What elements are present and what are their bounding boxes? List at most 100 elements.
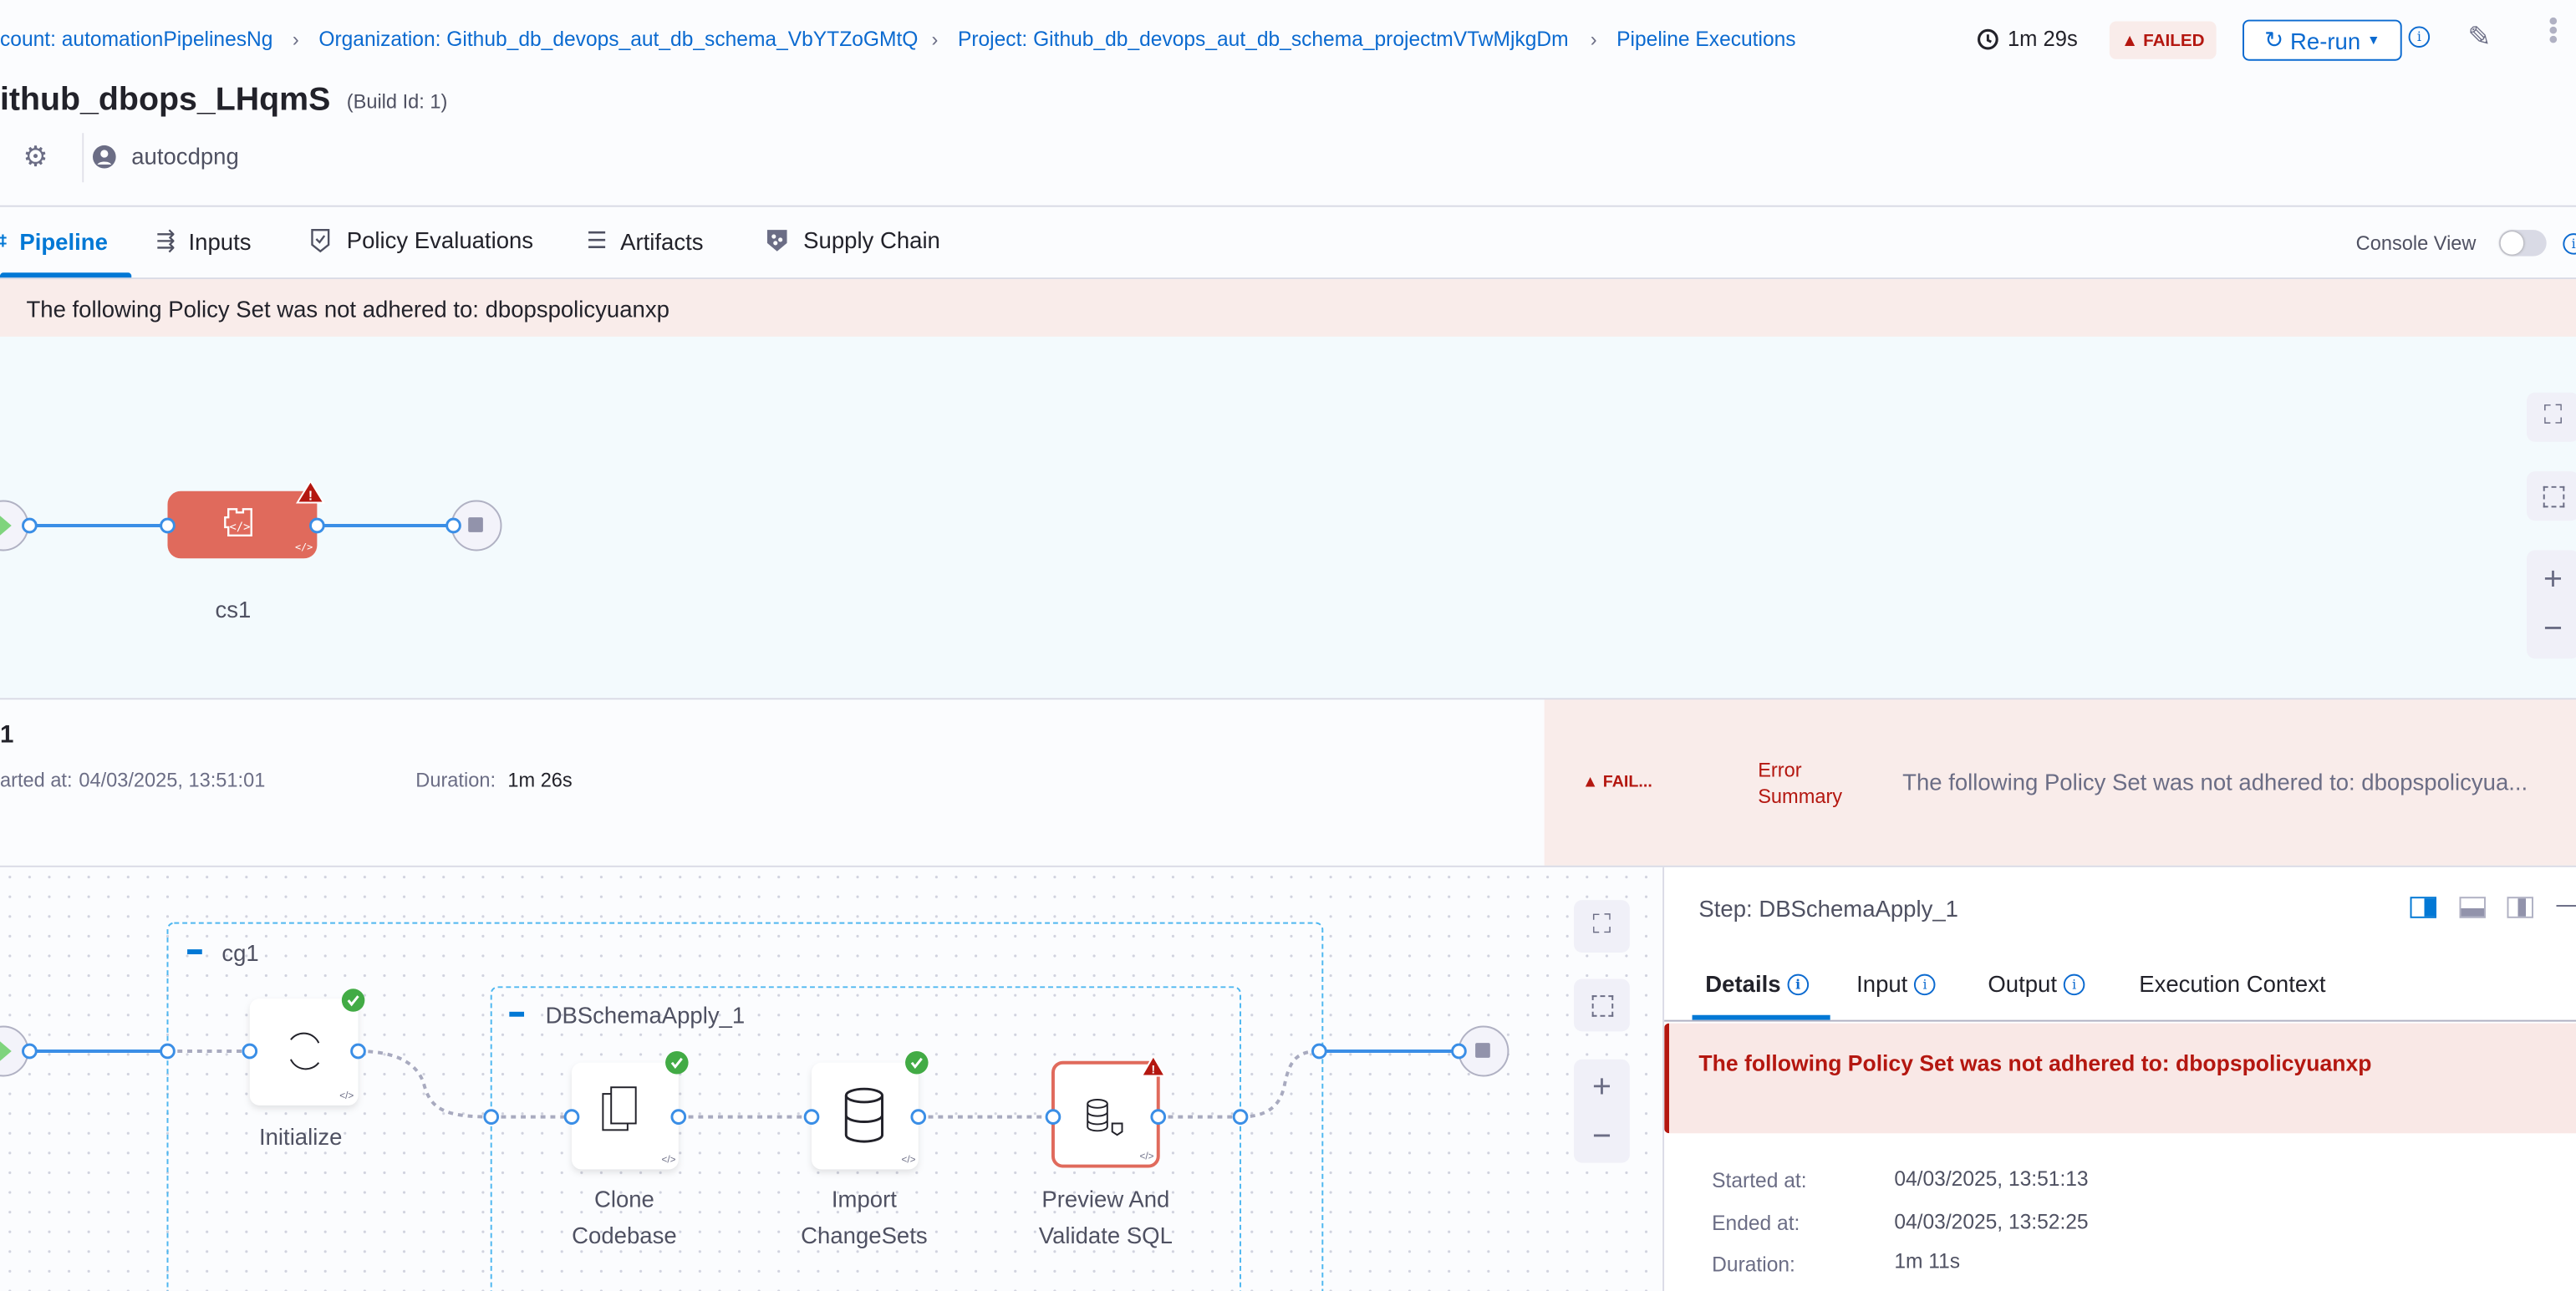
divider [82,133,84,183]
duration-label: Duration: [1712,1253,1795,1277]
tab-pipeline[interactable]: ⌗Pipeline [0,226,108,254]
edit-pencil-icon[interactable]: ✎ [2467,21,2492,53]
divider [0,698,2576,700]
divider [1662,867,1665,1291]
layout-float-icon[interactable] [2507,897,2533,918]
ended-at-value: 04/03/2025, 13:52:25 [1894,1210,2089,1234]
divider [0,205,2576,207]
breadcrumb-pipeline-executions[interactable]: Pipeline Executions [1616,28,1796,51]
info-icon[interactable]: i [2408,26,2431,48]
zoom-out-icon[interactable]: − [2543,611,2563,648]
tab-policy-evaluations[interactable]: Policy Evaluations [308,226,533,253]
end-node [451,500,502,551]
info-icon: i [2063,973,2085,995]
step-label-initialize: Initialize [258,1123,343,1150]
group-box-dbschemaapply [490,986,1242,1291]
fullscreen-icon: ⛶ [1592,911,1611,940]
more-options-icon[interactable]: ••• [2538,16,2567,44]
supply-chain-shield-icon [766,230,787,252]
svg-text:</>: </> [1139,1151,1153,1162]
svg-text:</>: </> [339,1090,354,1101]
warning-icon: ! [296,480,325,504]
select-area-icon [2542,485,2564,507]
info-icon: i [1787,973,1809,995]
console-view-toggle[interactable] [2498,230,2547,257]
failed-status: ▲ FAIL... [1581,773,1652,792]
warning-icon: ▲ [2120,30,2139,50]
success-check-icon [905,1050,929,1075]
select-area-button[interactable] [2527,471,2576,521]
step-node-import-changesets[interactable]: </> [812,1062,919,1170]
panel-tab-input[interactable]: Input i [1856,971,1936,997]
duration-label: Duration: [415,768,496,792]
breadcrumb-project[interactable]: Project: Github_db_devops_aut_db_schema_… [957,28,1569,51]
duration-value: 1m 26s [507,768,573,792]
svg-text:</>: </> [661,1155,675,1166]
breadcrumb-organization[interactable]: Organization: Github_db_devops_aut_db_sc… [318,28,919,51]
select-area-button[interactable] [1574,978,1630,1032]
group-label-cg1: cg1 [221,939,259,966]
step-node-clone-codebase[interactable]: </> [572,1062,679,1170]
fit-to-screen-button[interactable]: ⛶ [2527,392,2576,442]
svg-text:</>: </> [230,521,251,534]
step-error-message: The following Policy Set was not adhered… [1698,1050,2372,1076]
build-id: (Build Id: 1) [346,90,448,114]
status-badge: ▲ FAILED [2109,21,2217,59]
collapse-dbschemaapply-icon[interactable] [509,1011,525,1017]
chevron-right-icon: › [931,28,939,51]
svg-text:</>: </> [901,1155,915,1166]
success-check-icon [341,989,365,1012]
step-label-clone-codebase: Clone Codebase [572,1186,677,1248]
artifacts-icon: ☰ [586,226,608,253]
zoom-in-icon[interactable]: + [2543,562,2563,598]
zoom-in-icon[interactable]: + [1591,1068,1611,1105]
panel-tab-details[interactable]: Details i [1705,971,1809,997]
tab-inputs[interactable]: ⇶ Inputs [155,226,252,254]
caret-down-icon: ▼ [2367,33,2380,48]
started-value: 04/03/2025, 13:51:01 [79,768,266,792]
started-at-label: Started at: [1712,1169,1807,1193]
fullscreen-icon: ⛶ [2543,402,2563,430]
ended-at-label: Ended at: [1712,1212,1800,1236]
port [445,517,461,534]
layout-right-icon[interactable] [2410,897,2436,918]
tab-supply-chain[interactable]: Supply Chain [764,226,940,253]
svg-text:!: ! [1152,1064,1156,1076]
inputs-icon: ⇶ [155,226,176,253]
step-node-preview-validate-sql[interactable]: </> [1051,1060,1160,1168]
panel-tab-output[interactable]: Output i [1988,971,2085,997]
step-graph: </> </> </> </> [0,922,1509,1291]
port [22,517,38,534]
svg-text:</>: </> [295,541,313,552]
collapse-cg1-icon[interactable] [187,949,202,955]
triggered-by-user: autocdpng [131,143,239,170]
stage-node-cs1[interactable]: </> </> [167,490,318,559]
refresh-icon: ↻ [2264,26,2284,53]
pipeline-icon: ⌗ [0,226,7,254]
active-tab-indicator [1692,1014,1830,1020]
zoom-out-icon[interactable]: − [1591,1117,1611,1154]
execution-duration: 1m 29s [2007,26,2078,51]
panel-tab-execution-context[interactable]: Execution Context [2139,970,2326,998]
step-panel-title: Step: DBSchemaApply_1 [1698,895,1958,922]
tab-artifacts[interactable]: ☰ Artifacts [586,226,704,254]
console-view-label: Console View [2355,231,2477,255]
group-box-cg1 [166,922,1324,1291]
info-icon[interactable]: i [2563,233,2576,255]
success-check-icon [665,1050,689,1075]
chevron-right-icon: › [1590,28,1597,51]
step-node-initialize[interactable]: </> [249,999,359,1105]
step-graph-canvas[interactable]: </> </> </> </> [0,867,1665,1291]
gear-icon[interactable]: ⚙ [23,141,48,173]
fit-to-screen-button[interactable]: ⛶ [1574,900,1630,953]
stage-graph-canvas[interactable]: </> </> ! cs1 ⛶ + − [0,336,2576,699]
minimize-icon[interactable] [2556,905,2576,907]
select-area-icon [1591,994,1613,1016]
breadcrumb-account[interactable]: count: automationPipelinesNg [0,28,273,51]
divider [1664,1019,2576,1022]
rerun-button[interactable]: ↻ Re-run ▼ [2243,19,2402,61]
warning-icon: ! [1140,1054,1167,1077]
layout-bottom-icon[interactable] [2459,897,2486,918]
policy-error-text: The following Policy Set was not adhered… [26,295,669,323]
